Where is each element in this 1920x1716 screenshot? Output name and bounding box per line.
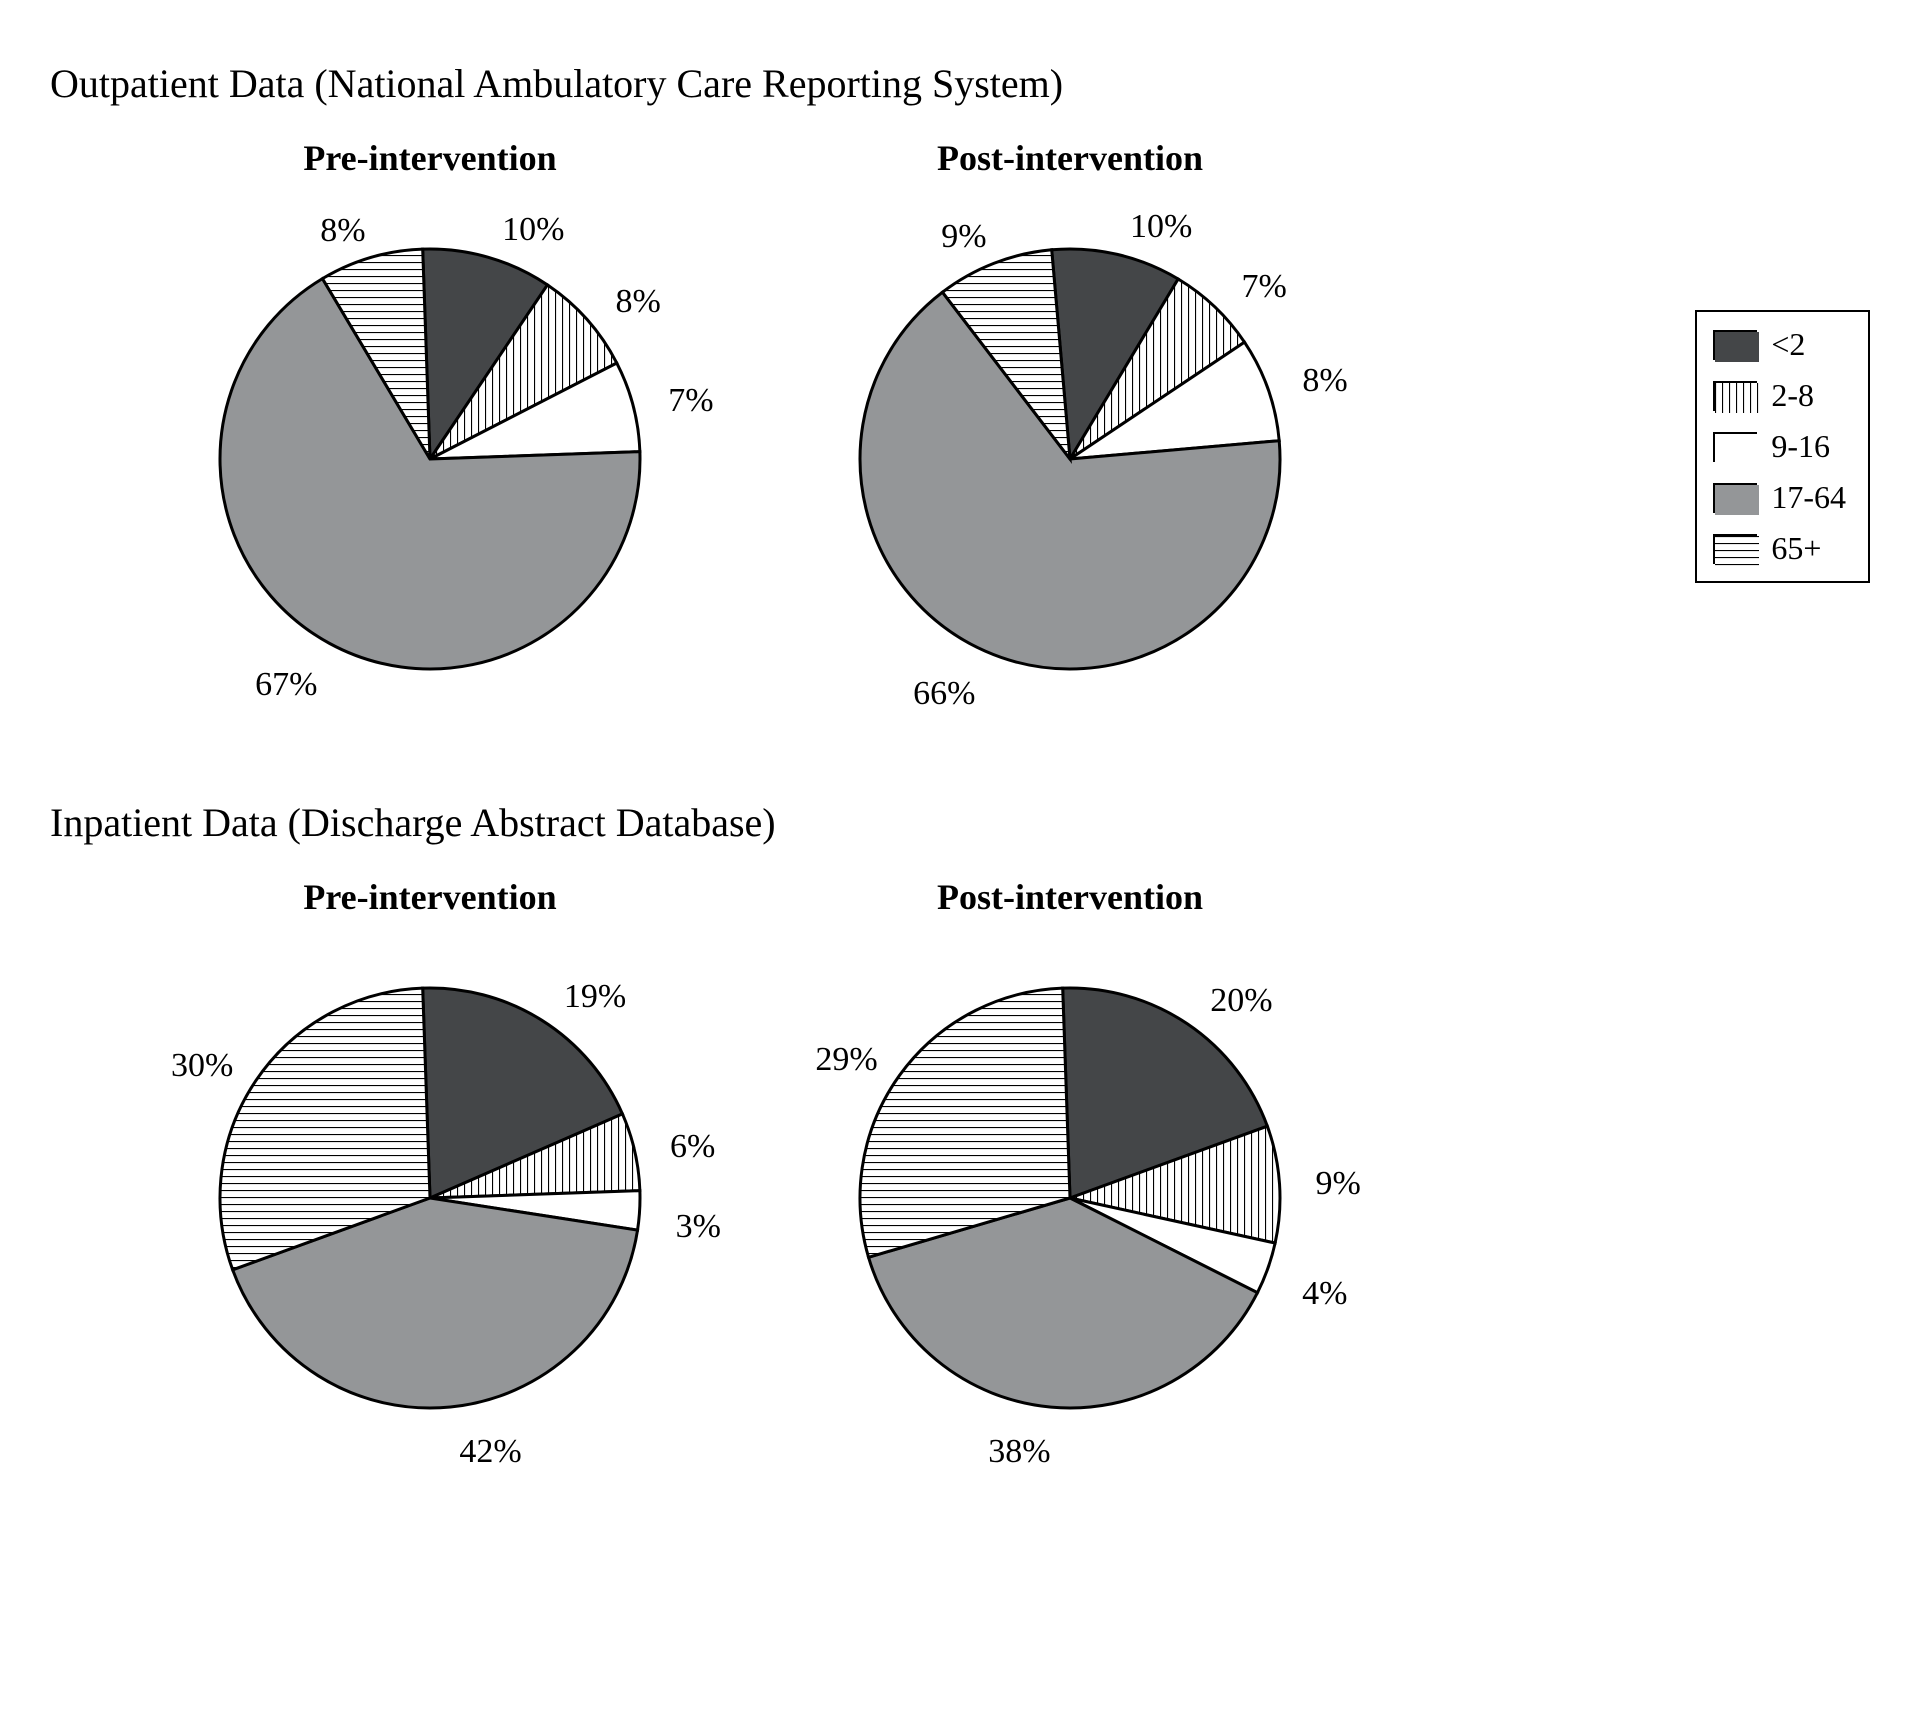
- legend-label-9-16: 9-16: [1771, 428, 1830, 465]
- pie-outpatient-pre: 10%8%7%67%8%: [170, 199, 690, 719]
- pie-slice-label: 7%: [1242, 268, 1287, 306]
- chart-outpatient-post: Post-intervention 10%7%8%66%9%: [810, 137, 1330, 719]
- pie-slice-label: 19%: [564, 978, 626, 1016]
- legend-swatch-65plus: [1713, 534, 1757, 564]
- pie-slice-label: 8%: [320, 212, 365, 250]
- pie-inpatient-post: 20%9%4%38%29%: [810, 938, 1330, 1458]
- legend-label-17-64: 17-64: [1771, 479, 1846, 516]
- chart-inpatient-post: Post-intervention 20%9%4%38%29%: [810, 876, 1330, 1458]
- pie-outpatient-post: 10%7%8%66%9%: [810, 199, 1330, 719]
- chart-title-outpatient-pre: Pre-intervention: [303, 137, 556, 179]
- pie-slice-label: 9%: [1315, 1165, 1360, 1203]
- section-title-inpatient: Inpatient Data (Discharge Abstract Datab…: [50, 799, 1870, 846]
- chart-outpatient-pre: Pre-intervention 10%8%7%67%8%: [170, 137, 690, 719]
- legend-label-65plus: 65+: [1771, 530, 1821, 567]
- pie-slice-label: 8%: [1302, 362, 1347, 400]
- pie-slice-label: 67%: [255, 666, 317, 704]
- pie-slice-label: 38%: [988, 1433, 1050, 1471]
- page-root: Outpatient Data (National Ambulatory Car…: [50, 60, 1870, 1458]
- pie-inpatient-pre: 19%6%3%42%30%: [170, 938, 690, 1458]
- legend-swatch-17-64: [1713, 483, 1757, 513]
- row-inpatient: Pre-intervention 19%6%3%42%30% Post-inte…: [170, 876, 1870, 1458]
- chart-title-inpatient-post: Post-intervention: [937, 876, 1203, 918]
- chart-title-outpatient-post: Post-intervention: [937, 137, 1203, 179]
- section-title-outpatient: Outpatient Data (National Ambulatory Car…: [50, 60, 1870, 107]
- legend-swatch-9-16: [1713, 432, 1757, 462]
- pie-slice-label: 42%: [459, 1433, 521, 1471]
- pie-slice-label: 6%: [670, 1128, 715, 1166]
- pie-slice-label: 3%: [676, 1208, 721, 1246]
- pie-slice-label: 9%: [941, 218, 986, 256]
- pie-slice-label: 10%: [502, 211, 564, 249]
- pie-slice-label: 10%: [1130, 208, 1192, 246]
- pie-slice-label: 66%: [913, 675, 975, 713]
- legend-item-17-64: 17-64: [1713, 479, 1846, 516]
- legend-item-lt2: <2: [1713, 326, 1846, 363]
- pie-slice-label: 8%: [615, 283, 660, 321]
- legend-item-9-16: 9-16: [1713, 428, 1846, 465]
- legend-item-2-8: 2-8: [1713, 377, 1846, 414]
- row-outpatient: Pre-intervention 10% 8% 7% 67% 8% Post-inter…: [170, 137, 1870, 719]
- pie-slice-label: 29%: [815, 1041, 877, 1079]
- legend-swatch-2-8: [1713, 381, 1757, 411]
- pie-slice-label: 20%: [1210, 982, 1272, 1020]
- legend-label-lt2: <2: [1771, 326, 1805, 363]
- legend-swatch-lt2: [1713, 330, 1757, 360]
- legend: <2 2-8: [1695, 310, 1870, 583]
- chart-title-inpatient-pre: Pre-intervention: [303, 876, 556, 918]
- pie-slice-label: 7%: [668, 382, 713, 420]
- legend-item-65plus: 65+: [1713, 530, 1846, 567]
- legend-label-2-8: 2-8: [1771, 377, 1814, 414]
- pie-slice-label: 30%: [171, 1047, 233, 1085]
- pie-slice-label: 4%: [1302, 1275, 1347, 1313]
- chart-inpatient-pre: Pre-intervention 19%6%3%42%30%: [170, 876, 690, 1458]
